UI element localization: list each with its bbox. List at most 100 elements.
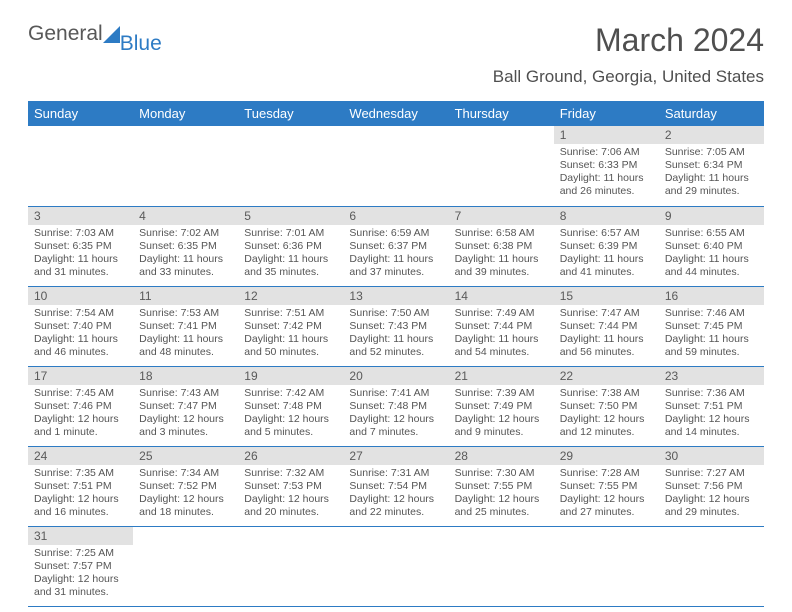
day-number: 19 [238, 367, 343, 385]
day-number: 12 [238, 287, 343, 305]
day-sunrise-line: Sunrise: 7:43 AM [139, 387, 232, 400]
day-content: Sunrise: 7:49 AMSunset: 7:44 PMDaylight:… [449, 305, 554, 364]
day-number: 21 [449, 367, 554, 385]
day-day2-line: and 29 minutes. [665, 185, 758, 198]
day-sunset-line: Sunset: 6:33 PM [560, 159, 653, 172]
day-content: Sunrise: 7:38 AMSunset: 7:50 PMDaylight:… [554, 385, 659, 444]
calendar-day-cell [343, 126, 448, 206]
logo: General Blue [28, 22, 164, 46]
calendar-day-cell: 2Sunrise: 7:05 AMSunset: 6:34 PMDaylight… [659, 126, 764, 206]
day-day1-line: Daylight: 12 hours [349, 413, 442, 426]
day-sunrise-line: Sunrise: 7:49 AM [455, 307, 548, 320]
day-sunset-line: Sunset: 7:55 PM [560, 480, 653, 493]
day-content: Sunrise: 7:28 AMSunset: 7:55 PMDaylight:… [554, 465, 659, 524]
day-sunrise-line: Sunrise: 7:03 AM [34, 227, 127, 240]
day-sunrise-line: Sunrise: 7:31 AM [349, 467, 442, 480]
day-sunrise-line: Sunrise: 7:01 AM [244, 227, 337, 240]
calendar-day-cell: 8Sunrise: 6:57 AMSunset: 6:39 PMDaylight… [554, 206, 659, 286]
day-day1-line: Daylight: 12 hours [139, 413, 232, 426]
day-day1-line: Daylight: 12 hours [560, 493, 653, 506]
day-number: 7 [449, 207, 554, 225]
calendar-week-row: 3Sunrise: 7:03 AMSunset: 6:35 PMDaylight… [28, 206, 764, 286]
day-day1-line: Daylight: 11 hours [139, 333, 232, 346]
weekday-header: Tuesday [238, 101, 343, 126]
day-sunset-line: Sunset: 7:55 PM [455, 480, 548, 493]
day-content: Sunrise: 7:03 AMSunset: 6:35 PMDaylight:… [28, 225, 133, 284]
calendar-day-cell: 22Sunrise: 7:38 AMSunset: 7:50 PMDayligh… [554, 366, 659, 446]
day-content: Sunrise: 7:54 AMSunset: 7:40 PMDaylight:… [28, 305, 133, 364]
day-day2-line: and 39 minutes. [455, 266, 548, 279]
logo-word1: General [28, 22, 103, 46]
day-day1-line: Daylight: 11 hours [349, 253, 442, 266]
day-sunset-line: Sunset: 7:57 PM [34, 560, 127, 573]
day-sunrise-line: Sunrise: 7:46 AM [665, 307, 758, 320]
day-day2-line: and 52 minutes. [349, 346, 442, 359]
calendar-day-cell: 27Sunrise: 7:31 AMSunset: 7:54 PMDayligh… [343, 446, 448, 526]
day-sunrise-line: Sunrise: 7:53 AM [139, 307, 232, 320]
day-content: Sunrise: 7:30 AMSunset: 7:55 PMDaylight:… [449, 465, 554, 524]
day-content: Sunrise: 7:06 AMSunset: 6:33 PMDaylight:… [554, 144, 659, 203]
day-sunset-line: Sunset: 7:44 PM [455, 320, 548, 333]
day-content: Sunrise: 7:35 AMSunset: 7:51 PMDaylight:… [28, 465, 133, 524]
day-day2-line: and 12 minutes. [560, 426, 653, 439]
day-day2-line: and 25 minutes. [455, 506, 548, 519]
day-content: Sunrise: 7:36 AMSunset: 7:51 PMDaylight:… [659, 385, 764, 444]
day-sunset-line: Sunset: 7:47 PM [139, 400, 232, 413]
calendar-head: SundayMondayTuesdayWednesdayThursdayFrid… [28, 101, 764, 126]
day-day1-line: Daylight: 11 hours [455, 253, 548, 266]
calendar-day-cell: 25Sunrise: 7:34 AMSunset: 7:52 PMDayligh… [133, 446, 238, 526]
day-day1-line: Daylight: 12 hours [349, 493, 442, 506]
logo-word2: Blue [120, 32, 162, 56]
day-content: Sunrise: 7:02 AMSunset: 6:35 PMDaylight:… [133, 225, 238, 284]
day-content: Sunrise: 7:53 AMSunset: 7:41 PMDaylight:… [133, 305, 238, 364]
day-number: 1 [554, 126, 659, 144]
day-number: 31 [28, 527, 133, 545]
day-number: 17 [28, 367, 133, 385]
day-number: 15 [554, 287, 659, 305]
calendar-day-cell [238, 126, 343, 206]
day-sunset-line: Sunset: 6:37 PM [349, 240, 442, 253]
weekday-header: Monday [133, 101, 238, 126]
day-day1-line: Daylight: 11 hours [665, 253, 758, 266]
logo-triangle-icon [103, 26, 120, 43]
day-sunrise-line: Sunrise: 7:47 AM [560, 307, 653, 320]
calendar-day-cell: 18Sunrise: 7:43 AMSunset: 7:47 PMDayligh… [133, 366, 238, 446]
weekday-header: Saturday [659, 101, 764, 126]
day-sunrise-line: Sunrise: 7:02 AM [139, 227, 232, 240]
day-sunset-line: Sunset: 7:48 PM [244, 400, 337, 413]
day-day1-line: Daylight: 12 hours [34, 413, 127, 426]
day-content: Sunrise: 7:27 AMSunset: 7:56 PMDaylight:… [659, 465, 764, 524]
calendar-day-cell: 14Sunrise: 7:49 AMSunset: 7:44 PMDayligh… [449, 286, 554, 366]
day-day1-line: Daylight: 12 hours [34, 493, 127, 506]
day-sunset-line: Sunset: 6:38 PM [455, 240, 548, 253]
weekday-header: Sunday [28, 101, 133, 126]
calendar-day-cell [343, 526, 448, 606]
day-number: 14 [449, 287, 554, 305]
day-content: Sunrise: 7:25 AMSunset: 7:57 PMDaylight:… [28, 545, 133, 604]
day-sunrise-line: Sunrise: 6:59 AM [349, 227, 442, 240]
day-day1-line: Daylight: 11 hours [34, 333, 127, 346]
weekday-header: Wednesday [343, 101, 448, 126]
day-day1-line: Daylight: 11 hours [349, 333, 442, 346]
day-sunrise-line: Sunrise: 7:05 AM [665, 146, 758, 159]
day-sunset-line: Sunset: 7:45 PM [665, 320, 758, 333]
day-sunrise-line: Sunrise: 7:39 AM [455, 387, 548, 400]
calendar-week-row: 1Sunrise: 7:06 AMSunset: 6:33 PMDaylight… [28, 126, 764, 206]
calendar-day-cell: 19Sunrise: 7:42 AMSunset: 7:48 PMDayligh… [238, 366, 343, 446]
day-day1-line: Daylight: 11 hours [34, 253, 127, 266]
day-sunset-line: Sunset: 6:39 PM [560, 240, 653, 253]
day-number: 24 [28, 447, 133, 465]
day-sunset-line: Sunset: 7:44 PM [560, 320, 653, 333]
day-day2-line: and 31 minutes. [34, 586, 127, 599]
calendar-day-cell: 20Sunrise: 7:41 AMSunset: 7:48 PMDayligh… [343, 366, 448, 446]
day-sunset-line: Sunset: 7:41 PM [139, 320, 232, 333]
day-day2-line: and 29 minutes. [665, 506, 758, 519]
weekday-header-row: SundayMondayTuesdayWednesdayThursdayFrid… [28, 101, 764, 126]
day-sunrise-line: Sunrise: 7:27 AM [665, 467, 758, 480]
day-day2-line: and 27 minutes. [560, 506, 653, 519]
day-day2-line: and 31 minutes. [34, 266, 127, 279]
location-text: Ball Ground, Georgia, United States [493, 67, 764, 87]
day-sunset-line: Sunset: 6:35 PM [139, 240, 232, 253]
day-day1-line: Daylight: 11 hours [665, 172, 758, 185]
day-number: 27 [343, 447, 448, 465]
